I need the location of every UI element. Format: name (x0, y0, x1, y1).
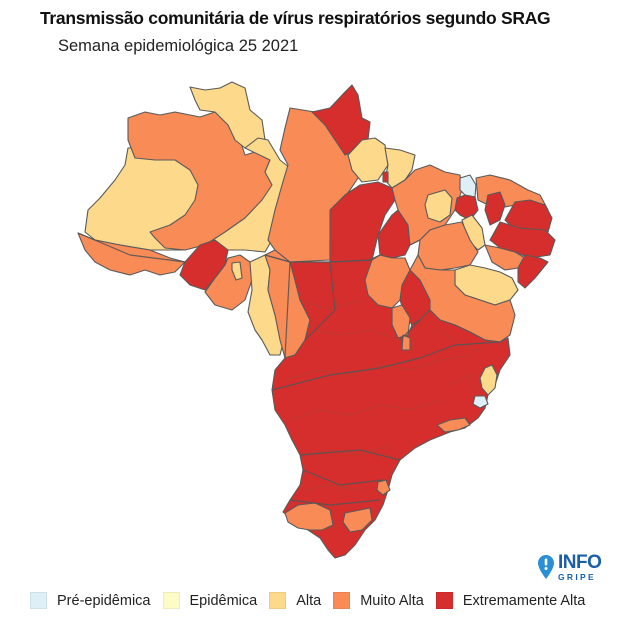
legend-label: Epidêmica (189, 592, 258, 609)
legend-swatch (435, 592, 453, 609)
infogripe-logo: INFO GRIPE (537, 552, 602, 582)
legend-item-alta: Alta (269, 592, 321, 609)
region-ceara-red (484, 191, 506, 226)
region-amapa (311, 84, 371, 156)
region-acre (77, 232, 186, 276)
region-es-alta (479, 364, 498, 396)
legend-label: Alta (296, 592, 322, 609)
region-amazonas-east (204, 137, 291, 253)
region-sp-muito-alta (401, 334, 411, 351)
legend-swatch (162, 592, 180, 609)
region-piaui-pre-epidemica (459, 174, 477, 198)
legend-label: Extremamente Alta (462, 592, 586, 609)
chart-title: Transmissão comunitária de vírus respira… (40, 8, 551, 28)
logo-text-gripe: GRIPE (558, 572, 596, 582)
region-maranhao-alta (424, 189, 453, 223)
legend-swatch (30, 592, 47, 609)
legend-item-extremamente-alta: Extremamente Alta (435, 592, 586, 609)
region-rs-west-muito-alta (284, 502, 334, 531)
legend: Pré-epidêmica Epidêmica Alta Muito Alta … (30, 592, 597, 609)
region-es-pre-epidemica (472, 395, 489, 409)
region-rondonia-alta (231, 261, 243, 281)
map-pin-exclamation-icon (538, 555, 554, 580)
state-boundaries (77, 232, 501, 506)
region-piaui-red (454, 194, 479, 221)
legend-swatch (333, 592, 351, 609)
legend-item-epidemica: Epidêmica (162, 592, 258, 609)
legend-label: Pré-epidêmica (57, 592, 151, 609)
region-alagoas-red (517, 254, 549, 289)
legend-swatch (269, 592, 287, 609)
region-sc-muito-alta (376, 479, 391, 496)
legend-label: Muito Alta (360, 592, 424, 609)
legend-item-pre-epidemica: Pré-epidêmica (30, 592, 151, 609)
region-rn-red (504, 199, 553, 236)
region-para-central-red (329, 181, 396, 263)
chart-subtitle: Semana epidemiológica 25 2021 (58, 37, 299, 55)
region-rs-east-muito-alta (342, 507, 373, 533)
logo-text-info: INFO (558, 552, 602, 573)
region-pernambuco-red (489, 221, 556, 259)
region-rj-muito-alta (436, 417, 471, 433)
region-para-red-spot (382, 171, 389, 183)
legend-item-muito-alta: Muito Alta (333, 592, 424, 609)
